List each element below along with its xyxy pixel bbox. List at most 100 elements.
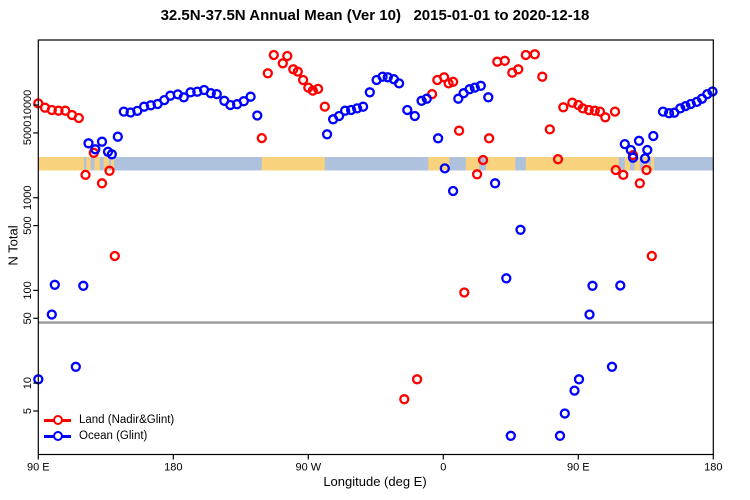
- land-strip-segment: [428, 157, 450, 171]
- data-point-land: [634, 178, 645, 189]
- data-point-ocean: [245, 91, 256, 102]
- data-point-land: [297, 74, 309, 86]
- data-point-land: [483, 133, 495, 144]
- legend-label-land: Land (Nadir&Glint): [79, 414, 175, 426]
- data-point-ocean: [447, 185, 459, 197]
- data-point-ocean: [185, 87, 196, 98]
- data-point-land: [610, 164, 621, 176]
- land-strip-segment: [86, 157, 91, 171]
- y-tick-label: 5000: [22, 121, 34, 145]
- data-point-land: [453, 125, 465, 136]
- data-point-ocean: [238, 96, 249, 107]
- data-point-ocean: [90, 144, 101, 155]
- data-point-land: [292, 66, 303, 77]
- data-point-land: [262, 68, 273, 79]
- y-tick-label: 50: [22, 312, 34, 324]
- data-point-land: [520, 49, 531, 61]
- data-point-ocean: [377, 71, 388, 82]
- data-point-ocean: [573, 374, 585, 385]
- y-tick-label: 5: [22, 408, 34, 414]
- data-point-land: [256, 132, 267, 144]
- legend-item-ocean: Ocean (Glint): [44, 428, 174, 444]
- land-strip-segment: [94, 157, 100, 171]
- data-point-land: [552, 154, 564, 165]
- data-point-ocean: [70, 361, 81, 372]
- data-point-ocean: [554, 430, 566, 441]
- x-tick-label: 0: [440, 462, 446, 474]
- data-point-land: [411, 374, 423, 385]
- ocean-series-marker-icon: [44, 431, 71, 441]
- data-point-ocean: [421, 93, 432, 104]
- data-point-ocean: [351, 103, 363, 114]
- data-point-land: [641, 164, 652, 176]
- data-point-land: [594, 106, 606, 117]
- data-point-ocean: [685, 98, 696, 110]
- data-point-land: [646, 250, 657, 262]
- data-point-ocean: [345, 104, 357, 116]
- data-point-land: [312, 83, 324, 95]
- data-point-land: [459, 287, 470, 298]
- land-strip-segment: [624, 157, 631, 171]
- data-point-land: [471, 169, 483, 180]
- data-point-ocean: [657, 106, 669, 117]
- data-point-ocean: [409, 110, 420, 122]
- data-point-ocean: [382, 72, 393, 83]
- data-point-ocean: [393, 78, 405, 89]
- land-strip-segment: [465, 157, 480, 171]
- land-strip-segment: [38, 157, 85, 171]
- plot-border: [37, 39, 714, 456]
- data-point-ocean: [587, 280, 598, 291]
- data-point-ocean: [584, 309, 595, 320]
- data-point-land: [399, 394, 410, 405]
- data-point-ocean: [707, 86, 718, 97]
- y-tick-label: 10000: [22, 90, 34, 121]
- data-point-ocean: [357, 101, 369, 112]
- data-point-ocean: [559, 408, 570, 419]
- data-point-land: [537, 71, 548, 82]
- land-strip-segment: [486, 157, 516, 171]
- data-point-ocean: [675, 103, 686, 114]
- data-point-land: [73, 112, 84, 124]
- data-point-ocean: [627, 152, 639, 163]
- data-point-land: [96, 178, 108, 189]
- data-point-land: [600, 112, 611, 123]
- x-tick-label: 90 E: [567, 462, 590, 474]
- data-point-land: [277, 58, 288, 69]
- data-point-land: [282, 50, 293, 62]
- data-point-ocean: [648, 130, 659, 142]
- data-point-ocean: [489, 178, 501, 189]
- data-point-land: [46, 104, 57, 116]
- data-point-ocean: [46, 309, 57, 320]
- land-strip-segment: [525, 157, 619, 171]
- data-point-land: [558, 102, 569, 113]
- y-axis-label: N Total: [5, 225, 21, 266]
- y-tick-label: 10: [22, 377, 34, 389]
- data-point-land: [447, 76, 459, 87]
- data-point-land: [583, 104, 594, 116]
- data-point-land: [499, 55, 510, 66]
- data-point-ocean: [453, 93, 464, 104]
- data-point-ocean: [78, 280, 89, 291]
- data-point-land: [529, 49, 540, 60]
- data-point-ocean: [432, 133, 444, 144]
- data-point-land: [53, 105, 64, 116]
- data-point-ocean: [252, 110, 263, 121]
- data-point-land: [307, 85, 318, 96]
- land-strip-segment: [634, 157, 640, 171]
- data-point-ocean: [469, 82, 480, 93]
- land-strip-segment: [651, 157, 655, 171]
- x-tick-label: 180: [164, 462, 182, 474]
- x-tick-label: 90 E: [27, 462, 50, 474]
- data-point-ocean: [615, 280, 626, 291]
- data-point-ocean: [439, 163, 450, 174]
- data-point-ocean: [83, 138, 94, 149]
- data-point-ocean: [416, 95, 427, 106]
- data-point-land: [513, 64, 524, 75]
- land-strip-segment: [111, 157, 115, 171]
- land-strip-segment: [261, 157, 325, 171]
- legend-label-ocean: Ocean (Glint): [79, 430, 148, 442]
- data-point-ocean: [642, 144, 653, 156]
- data-point-land: [618, 169, 629, 181]
